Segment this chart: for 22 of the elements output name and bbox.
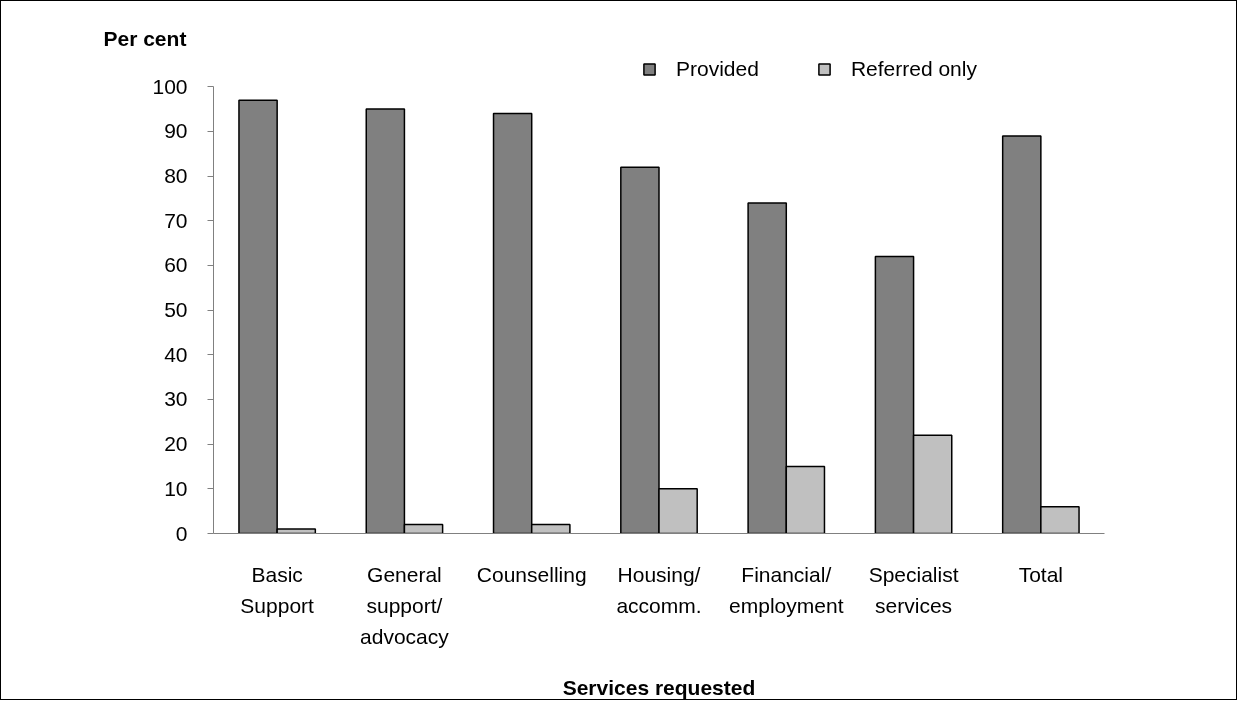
legend-label: Referred only [850, 57, 977, 81]
x-tick-label: Specialist services [868, 562, 959, 617]
y-tick-label: 20 [164, 432, 188, 456]
legend-label: Provided [676, 57, 759, 81]
y-tick-label: 70 [164, 208, 188, 232]
y-tick-label: 60 [164, 253, 188, 277]
y-tick-label: 40 [164, 342, 188, 366]
x-tick-label: General support/advocacy [360, 562, 450, 648]
x-tick-label: Financial/employment [729, 562, 844, 617]
x-tick-label: Counselling [476, 562, 587, 586]
y-tick-label: 10 [164, 476, 188, 500]
x-tick-label: Total [1018, 562, 1064, 586]
y-tick-label: 100 [152, 74, 188, 98]
y-tick-label: 0 [175, 521, 188, 545]
x-axis-title: Services requested [562, 675, 756, 699]
y-tick-label: 30 [164, 387, 188, 411]
y-tick-label: 80 [164, 164, 188, 188]
x-tick-label: Housing/accomm. [616, 562, 702, 617]
x-tick-label: Basic Support [240, 562, 315, 617]
y-tick-label: 90 [164, 119, 188, 143]
y-tick-label: 50 [164, 298, 188, 322]
y-axis-title: Per cent [103, 26, 187, 50]
